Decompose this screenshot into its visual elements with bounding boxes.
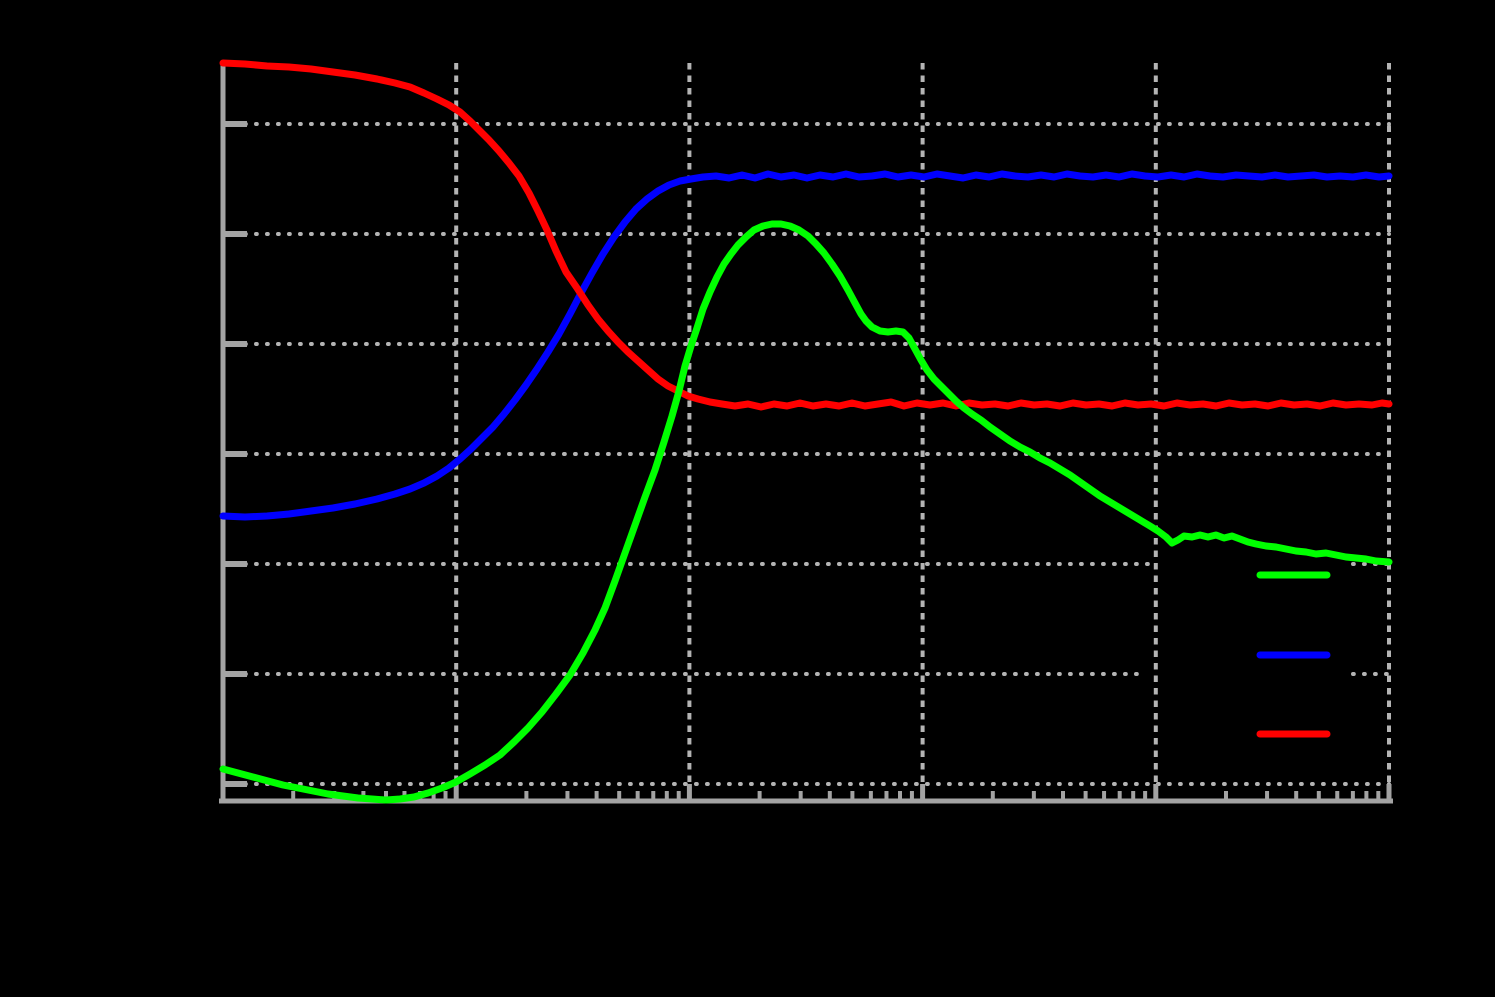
legend [1256,571,1331,738]
green-curve [219,220,1393,804]
blue-curve [219,170,1393,521]
y-axis-ticks [223,121,247,787]
vertical-gridlines [454,63,1391,801]
data-curves [219,59,1393,804]
red-curve [219,59,1393,411]
axis-spines [219,63,1393,804]
